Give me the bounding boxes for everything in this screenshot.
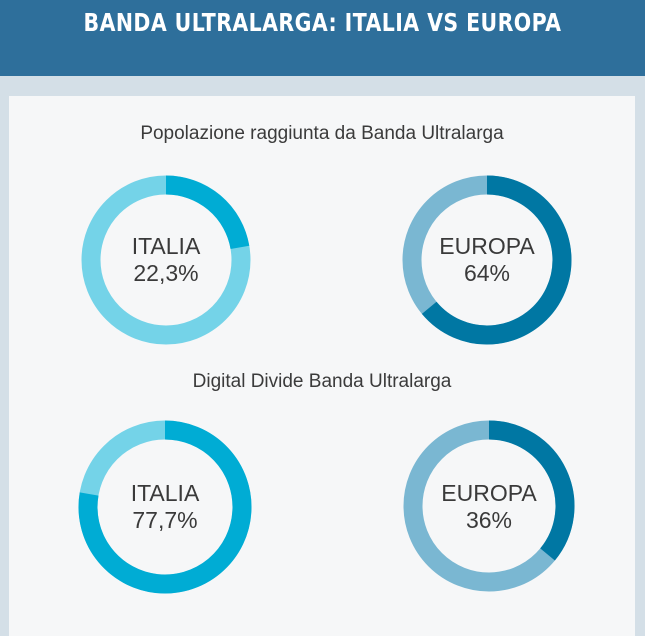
- donut-value-arc: [165, 175, 250, 250]
- donut-europa-digital-divide: EUROPA 36%: [403, 420, 575, 592]
- donut-value: 22,3%: [133, 260, 199, 286]
- donut-value-arc: [421, 175, 572, 345]
- donut-label: ITALIA: [131, 233, 201, 259]
- page-title: BANDA ULTRALARGA: ITALIA VS EUROPA: [83, 8, 562, 37]
- donut-label: ITALIA: [130, 480, 200, 506]
- donut-europa-popolazione: EUROPA 64%: [402, 175, 572, 345]
- donut-label: EUROPA: [439, 233, 535, 259]
- donut-value-arc: [78, 420, 252, 594]
- donut-italia-popolazione: ITALIA 22,3%: [81, 175, 251, 345]
- donut-value: 64%: [463, 260, 511, 286]
- donut-label: EUROPA: [441, 480, 537, 506]
- donut-italia-digital-divide: ITALIA 77,7%: [78, 420, 252, 594]
- donut-value: 77,7%: [132, 507, 198, 533]
- donut-value: 36%: [465, 507, 513, 533]
- donut-value-arc: [488, 420, 575, 561]
- content-panel: [9, 96, 635, 636]
- section-title-digital-divide: Digital Divide Banda Ultralarga: [192, 371, 452, 392]
- section-title-popolazione: Popolazione raggiunta da Banda Ultralarg…: [140, 123, 504, 144]
- header-banner: BANDA ULTRALARGA: ITALIA VS EUROPA: [0, 0, 645, 76]
